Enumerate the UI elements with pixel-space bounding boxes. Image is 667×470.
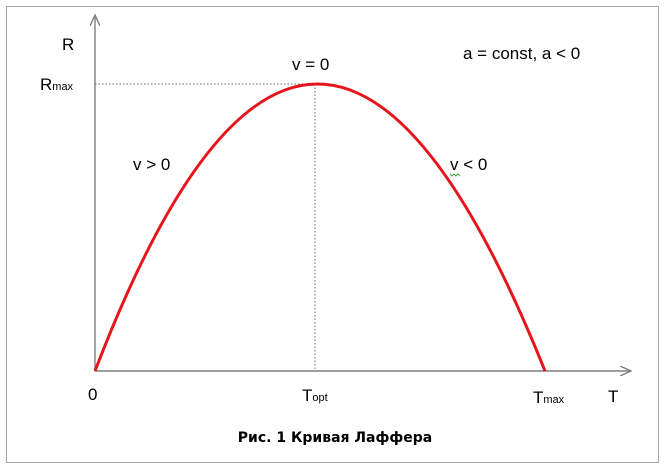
figure-caption: Рис. 1 Кривая Лаффера (238, 430, 432, 446)
tmax-label-sub: max (543, 394, 564, 406)
rmax-label-sub: max (52, 81, 73, 93)
topt-label: Topt (302, 386, 328, 405)
right-velocity-label: v < 0 (450, 155, 487, 174)
figure-frame (6, 6, 659, 463)
topt-label-main: T (302, 386, 312, 405)
tmax-label: Tmax (533, 388, 565, 407)
laffer-curve (93, 82, 547, 372)
y-axis-label: R (62, 35, 74, 54)
peak-velocity-label: v = 0 (292, 55, 329, 74)
tmax-label-main: T (533, 388, 543, 407)
rmax-label-main: R (40, 75, 52, 94)
condition-label: a = const, a < 0 (463, 44, 580, 63)
origin-label: 0 (88, 385, 97, 404)
left-velocity-label: v > 0 (133, 155, 170, 174)
spellcheck-squiggle (449, 173, 461, 177)
topt-label-sub: opt (312, 392, 327, 404)
x-axis-label: T (608, 387, 618, 406)
rmax-label: Rmax (40, 75, 74, 94)
